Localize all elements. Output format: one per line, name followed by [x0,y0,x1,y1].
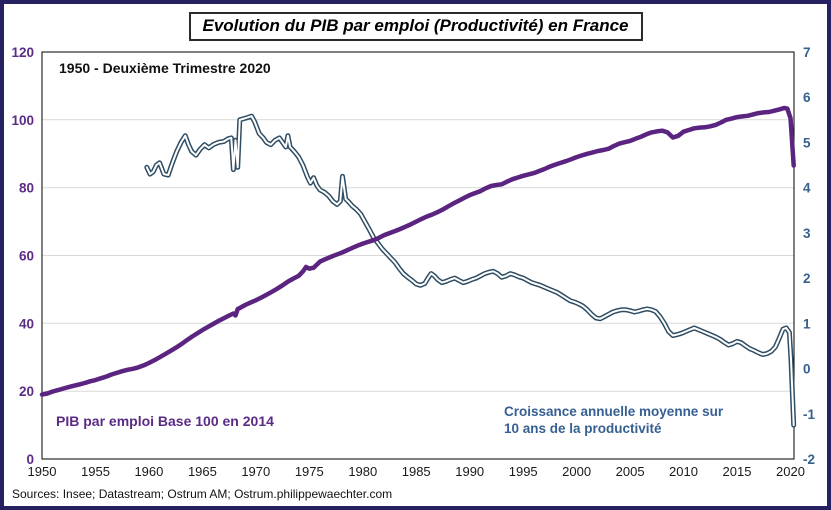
y-left-tick-label: 60 [19,249,34,264]
productivity-series-annotation: Croissance annuelle moyenne sur 10 ans d… [504,404,764,438]
pib-series-line [39,105,796,397]
x-axis-tick-label: 1990 [455,464,484,479]
x-axis-tick-label: 1980 [348,464,377,479]
productivity-annotation-line2: 10 ans de la productivité [504,420,662,436]
plot-border [41,51,795,460]
y-right-tick-label: 0 [803,362,811,377]
productivity-chart-canvas: 0 20 40 60 80 100 120 -2 -1 0 1 2 3 4 5 6 7 1950 1955 1960 1… [11,45,815,479]
productivity-series-line-outline [144,113,797,428]
y-left-tick-label: 40 [19,316,34,331]
x-axis-tick-label: 1995 [509,464,538,479]
y-right-tick-label: 2 [803,271,811,286]
x-axis-tick-label: 1965 [188,464,217,479]
y-right-tick-label: -1 [803,407,815,422]
x-axis-tick-label: 1975 [295,464,324,479]
chart-title: Evolution du PIB par emploi (Productivit… [188,12,643,41]
x-axis-tick-label: 2010 [669,464,698,479]
sources-caption: Sources: Insee; Datastream; Ostrum AM; O… [12,487,393,501]
productivity-annotation-line1: Croissance annuelle moyenne sur [504,404,724,419]
y-right-tick-label: -2 [803,452,815,467]
y-left-tick-label: 20 [19,384,34,399]
y-right-tick-label: 7 [803,45,811,60]
y-left-tick-label: 0 [26,452,34,467]
y-left-tick-label: 120 [11,45,34,60]
y-right-tick-label: 6 [803,90,811,105]
x-axis-tick-label: 1960 [134,464,163,479]
y-left-tick-label: 100 [11,113,34,128]
y-right-tick-label: 5 [803,135,811,150]
pib-series-annotation: PIB par emploi Base 100 en 2014 [56,413,274,429]
y-right-tick-label: 4 [803,181,811,196]
x-axis-tick-label: 2000 [562,464,591,479]
x-axis-tick-label: 2020 [776,464,805,479]
y-right-tick-label: 3 [803,226,811,241]
x-axis-tick-label: 1950 [28,464,57,479]
x-axis-tick-label: 2015 [723,464,752,479]
chart-subtitle: 1950 - Deuxième Trimestre 2020 [59,60,271,76]
x-axis-tick-label: 1955 [81,464,110,479]
productivity-series-line-core [145,115,795,427]
x-axis-tick-label: 1970 [241,464,270,479]
x-axis-tick-label: 2005 [616,464,645,479]
y-left-tick-label: 80 [19,181,34,196]
y-right-tick-label: 1 [803,316,811,331]
x-axis-tick-label: 1985 [402,464,431,479]
title-row: Evolution du PIB par emploi (Productivit… [4,12,827,41]
